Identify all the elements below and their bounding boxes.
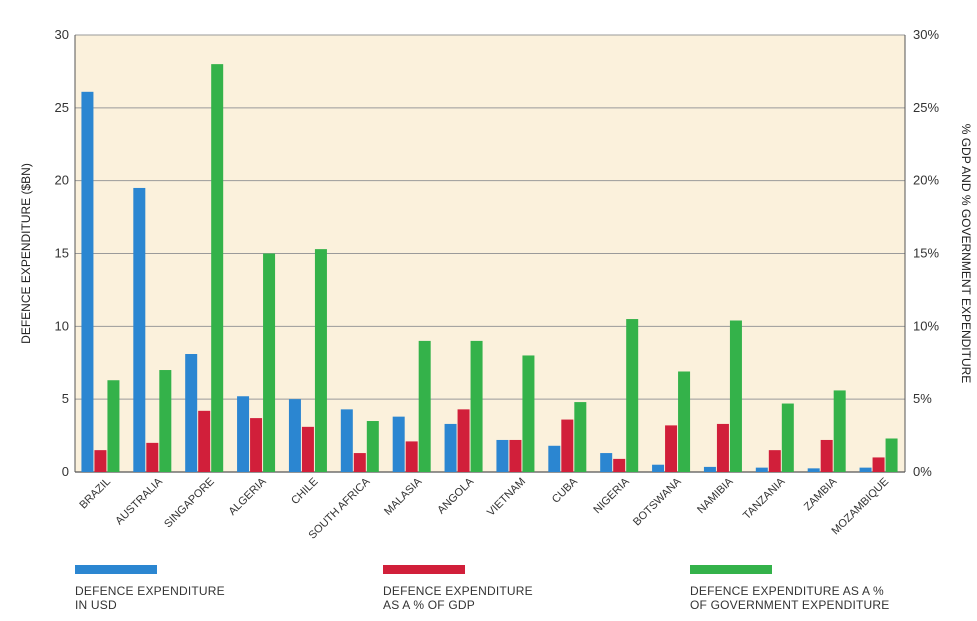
bar-gdp [405, 441, 418, 472]
category-label: ALGERIA [226, 475, 269, 518]
bar-govexp [729, 320, 742, 472]
bar-usd [444, 423, 457, 472]
y2-tick-label: 0% [913, 464, 932, 479]
bar-usd [288, 399, 301, 472]
y2-tick-label: 5% [913, 391, 932, 406]
y2-tick-label: 30% [913, 27, 939, 42]
category-label: AUSTRALIA [113, 475, 165, 527]
bar-gdp [198, 410, 211, 472]
bar-gdp [613, 458, 626, 472]
category-label: MOZAMBIQUE [830, 476, 892, 538]
y2-axis-title: % GDP AND % GOVERNMENT EXPENDITURE [959, 124, 973, 384]
y-tick-label: 10 [55, 318, 69, 333]
bar-usd [133, 187, 146, 472]
bar-gdp [94, 450, 107, 472]
category-label: CUBA [550, 475, 581, 506]
y-tick-label: 20 [55, 173, 69, 188]
bar-govexp [574, 402, 587, 472]
legend-label-gdp-line2: AS A % OF GDP [383, 598, 475, 612]
bar-gdp [353, 453, 366, 472]
category-label: BRAZIL [77, 476, 113, 512]
bar-usd [807, 468, 820, 472]
bar-usd [652, 464, 665, 472]
bar-gdp [146, 442, 159, 472]
bar-govexp [833, 390, 846, 472]
legend-label-govexp-line1: DEFENCE EXPENDITURE AS A % [690, 584, 884, 598]
y-tick-label: 25 [55, 100, 69, 115]
category-label: NAMIBIA [695, 475, 736, 516]
bar-gdp [250, 418, 263, 472]
bar-usd [859, 467, 872, 472]
bar-usd [340, 409, 353, 472]
bar-gdp [301, 426, 314, 472]
bar-usd [81, 91, 94, 472]
bar-usd [392, 416, 405, 472]
bar-govexp [211, 64, 224, 472]
category-label: VIETNAM [485, 476, 528, 519]
y2-tick-label: 20% [913, 173, 939, 188]
y2-tick-label: 25% [913, 100, 939, 115]
bar-usd [237, 396, 250, 472]
legend-label-usd-line1: DEFENCE EXPENDITURE [75, 584, 225, 598]
legend-swatch-usd [75, 565, 157, 574]
legend-swatch-gdp [383, 565, 465, 574]
bar-govexp [678, 371, 691, 472]
bar-gdp [872, 457, 885, 472]
bar-usd [703, 466, 716, 472]
category-label: SINGAPORE [162, 476, 217, 531]
y2-tick-label: 15% [913, 246, 939, 261]
category-label: ANGOLA [435, 475, 476, 516]
bar-gdp [768, 450, 781, 472]
legend-item-usd: DEFENCE EXPENDITURE IN USD [75, 565, 305, 612]
bar-govexp [626, 319, 639, 472]
bar-usd [600, 453, 613, 472]
bar-govexp [470, 340, 483, 472]
bar-usd [548, 445, 561, 472]
bar-govexp [885, 438, 898, 472]
bar-govexp [107, 380, 120, 472]
bar-govexp [314, 249, 327, 472]
bar-gdp [561, 419, 574, 472]
category-label: NIGERIA [591, 475, 632, 516]
bar-govexp [781, 403, 794, 472]
y-tick-label: 5 [62, 391, 69, 406]
bar-gdp [509, 439, 522, 472]
y-tick-label: 0 [62, 464, 69, 479]
legend-label-govexp-line2: OF GOVERNMENT EXPENDITURE [690, 598, 890, 612]
legend-label-usd-line2: IN USD [75, 598, 117, 612]
bar-gdp [665, 425, 678, 472]
bar-govexp [522, 355, 535, 472]
bar-govexp [418, 340, 431, 472]
legend-label-gdp-line1: DEFENCE EXPENDITURE [383, 584, 533, 598]
category-label: TANZANIA [741, 475, 788, 522]
bar-govexp [366, 421, 379, 472]
y-tick-label: 30 [55, 27, 69, 42]
category-label: MALASIA [382, 475, 425, 518]
bar-usd [496, 439, 509, 472]
bar-gdp [716, 423, 729, 472]
bar-usd [755, 467, 768, 472]
bar-govexp [263, 253, 276, 472]
bar-gdp [820, 439, 833, 472]
legend-swatch-govexp [690, 565, 772, 574]
y-tick-label: 15 [55, 246, 69, 261]
category-label: BOTSWANA [631, 475, 684, 528]
bar-gdp [457, 409, 470, 472]
y-axis-title: DEFENCE EXPENDITURE ($BN) [19, 163, 33, 344]
bar-usd [185, 354, 198, 472]
category-label: CHILE [289, 476, 320, 507]
category-label: ZAMBIA [802, 475, 840, 513]
legend-item-gdp: DEFENCE EXPENDITURE AS A % OF GDP [383, 565, 613, 612]
y2-tick-label: 10% [913, 318, 939, 333]
bar-govexp [159, 370, 172, 472]
legend-item-govexp: DEFENCE EXPENDITURE AS A % OF GOVERNMENT… [690, 565, 960, 612]
